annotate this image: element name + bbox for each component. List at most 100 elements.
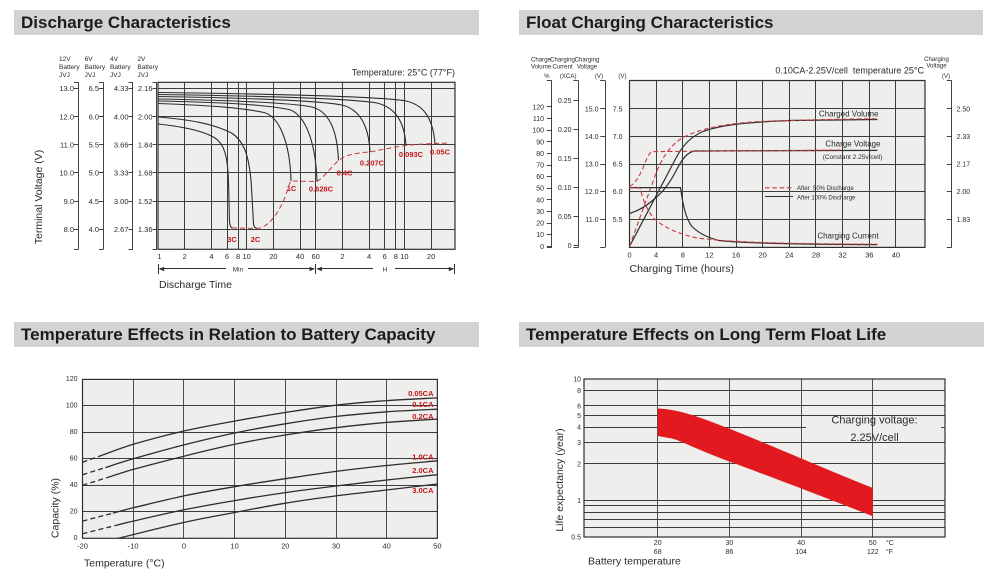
svg-text:2.33: 2.33 bbox=[957, 134, 971, 141]
svg-text:Charging voltage:: Charging voltage: bbox=[831, 415, 917, 427]
svg-text:0.15: 0.15 bbox=[558, 156, 572, 163]
svg-text:60: 60 bbox=[312, 252, 320, 261]
svg-text:120: 120 bbox=[532, 104, 544, 111]
svg-text:Float Charging Characteristics: Float Charging Characteristics bbox=[526, 13, 774, 32]
svg-text:2.00: 2.00 bbox=[138, 112, 153, 121]
svg-text:Temperature Effects in Relatio: Temperature Effects in Relation to Batte… bbox=[21, 325, 436, 344]
svg-text:80: 80 bbox=[536, 151, 544, 158]
svg-text:0.4C: 0.4C bbox=[337, 169, 353, 178]
svg-text:10: 10 bbox=[230, 542, 238, 551]
svg-text:10: 10 bbox=[573, 376, 581, 383]
svg-text:122: 122 bbox=[867, 549, 879, 556]
svg-text:Battery temperature: Battery temperature bbox=[588, 556, 681, 568]
svg-text:6: 6 bbox=[577, 403, 581, 410]
svg-text:3.33: 3.33 bbox=[114, 169, 129, 178]
svg-text:0.5: 0.5 bbox=[571, 534, 581, 541]
svg-text:10.0: 10.0 bbox=[59, 169, 74, 178]
svg-text:60: 60 bbox=[70, 455, 78, 462]
svg-text:Charging: Charging bbox=[575, 57, 600, 64]
svg-text:4: 4 bbox=[367, 252, 371, 261]
svg-text:JVJ: JVJ bbox=[110, 72, 121, 79]
svg-text:40: 40 bbox=[797, 540, 805, 547]
svg-text:90: 90 bbox=[536, 139, 544, 146]
svg-text:2C: 2C bbox=[251, 235, 261, 244]
svg-text:°F: °F bbox=[886, 548, 893, 556]
svg-text:1.83: 1.83 bbox=[957, 217, 971, 224]
svg-text:12V: 12V bbox=[59, 56, 71, 63]
svg-text:Battery: Battery bbox=[110, 64, 131, 71]
svg-text:12.0: 12.0 bbox=[59, 112, 74, 121]
svg-text:5.5: 5.5 bbox=[89, 141, 99, 150]
svg-text:5.5: 5.5 bbox=[613, 217, 623, 224]
svg-text:5: 5 bbox=[577, 413, 581, 420]
svg-text:8: 8 bbox=[394, 252, 398, 261]
svg-text:8: 8 bbox=[236, 252, 240, 261]
svg-text:0.05: 0.05 bbox=[558, 214, 572, 221]
svg-text:1.36: 1.36 bbox=[138, 225, 153, 234]
svg-text:3C: 3C bbox=[227, 235, 237, 244]
svg-text:12: 12 bbox=[705, 251, 713, 260]
svg-text:86: 86 bbox=[726, 549, 734, 556]
svg-text:(Constant 2.25v/cell): (Constant 2.25v/cell) bbox=[823, 154, 883, 161]
svg-text:8.0: 8.0 bbox=[64, 225, 74, 234]
svg-text:20: 20 bbox=[759, 251, 767, 260]
svg-text:2.16: 2.16 bbox=[138, 84, 153, 93]
svg-text:JVJ: JVJ bbox=[137, 72, 148, 79]
svg-text:0.05CA: 0.05CA bbox=[408, 389, 434, 398]
svg-text:Temperature Effects on Long Te: Temperature Effects on Long Term Float L… bbox=[526, 325, 886, 344]
svg-text:0: 0 bbox=[540, 244, 544, 251]
svg-text:110: 110 bbox=[533, 116, 544, 123]
svg-text:(V): (V) bbox=[595, 73, 603, 80]
svg-text:4.5: 4.5 bbox=[89, 197, 99, 206]
svg-text:20: 20 bbox=[70, 508, 78, 515]
svg-text:Volume: Volume bbox=[531, 64, 552, 71]
svg-text:40: 40 bbox=[296, 252, 304, 261]
svg-text:13.0: 13.0 bbox=[59, 84, 74, 93]
svg-text:2.50: 2.50 bbox=[957, 106, 971, 113]
svg-text:40: 40 bbox=[892, 251, 900, 260]
svg-text:Discharge Time: Discharge Time bbox=[159, 279, 232, 291]
svg-text:0.1CA: 0.1CA bbox=[412, 400, 434, 409]
svg-text:Temperature (°C): Temperature (°C) bbox=[84, 558, 165, 570]
svg-text:40: 40 bbox=[70, 482, 78, 489]
svg-text:4.0: 4.0 bbox=[89, 225, 99, 234]
svg-text:(V): (V) bbox=[942, 73, 950, 80]
svg-text:13.0: 13.0 bbox=[585, 162, 599, 169]
svg-text:0.25: 0.25 bbox=[558, 98, 572, 105]
svg-text:36: 36 bbox=[865, 251, 873, 260]
svg-text:-10: -10 bbox=[128, 542, 139, 551]
svg-text:50: 50 bbox=[433, 542, 441, 551]
svg-text:8: 8 bbox=[681, 251, 685, 260]
svg-text:12.0: 12.0 bbox=[585, 189, 599, 196]
svg-text:2.25V/cell: 2.25V/cell bbox=[850, 432, 898, 444]
svg-text:0: 0 bbox=[627, 251, 631, 260]
svg-text:68: 68 bbox=[654, 549, 662, 556]
svg-text:H: H bbox=[383, 266, 388, 273]
svg-text:32: 32 bbox=[838, 251, 846, 260]
svg-text:7.0: 7.0 bbox=[613, 134, 623, 141]
svg-text:Min: Min bbox=[233, 266, 244, 273]
svg-text:4: 4 bbox=[209, 252, 213, 261]
svg-text:15.0: 15.0 bbox=[585, 106, 599, 113]
svg-text:Discharge Characteristics: Discharge Characteristics bbox=[21, 13, 231, 32]
svg-text:Charging Time (hours): Charging Time (hours) bbox=[630, 263, 734, 275]
svg-text:1.0CA: 1.0CA bbox=[412, 453, 434, 462]
svg-text:20: 20 bbox=[654, 540, 662, 547]
svg-text:0.207C: 0.207C bbox=[360, 159, 385, 168]
svg-text:6: 6 bbox=[225, 252, 229, 261]
svg-text:1.68: 1.68 bbox=[138, 169, 153, 178]
svg-text:5.0: 5.0 bbox=[89, 169, 99, 178]
svg-text:Life expectancy (year): Life expectancy (year) bbox=[554, 428, 566, 531]
svg-text:8: 8 bbox=[577, 388, 581, 395]
svg-text:3.00: 3.00 bbox=[114, 197, 129, 206]
svg-text:4: 4 bbox=[654, 251, 658, 260]
svg-text:-20: -20 bbox=[77, 542, 88, 551]
svg-text:0.2CA: 0.2CA bbox=[412, 412, 434, 421]
svg-text:After 50% Discharge: After 50% Discharge bbox=[797, 186, 854, 192]
svg-text:4.00: 4.00 bbox=[114, 112, 129, 121]
svg-text:2: 2 bbox=[183, 252, 187, 261]
svg-text:Charging Current: Charging Current bbox=[817, 232, 879, 241]
svg-text:6V: 6V bbox=[85, 56, 94, 63]
svg-text:Capacity (%): Capacity (%) bbox=[50, 478, 62, 538]
svg-text:Temperature: 25°C (77°F): Temperature: 25°C (77°F) bbox=[352, 68, 455, 78]
